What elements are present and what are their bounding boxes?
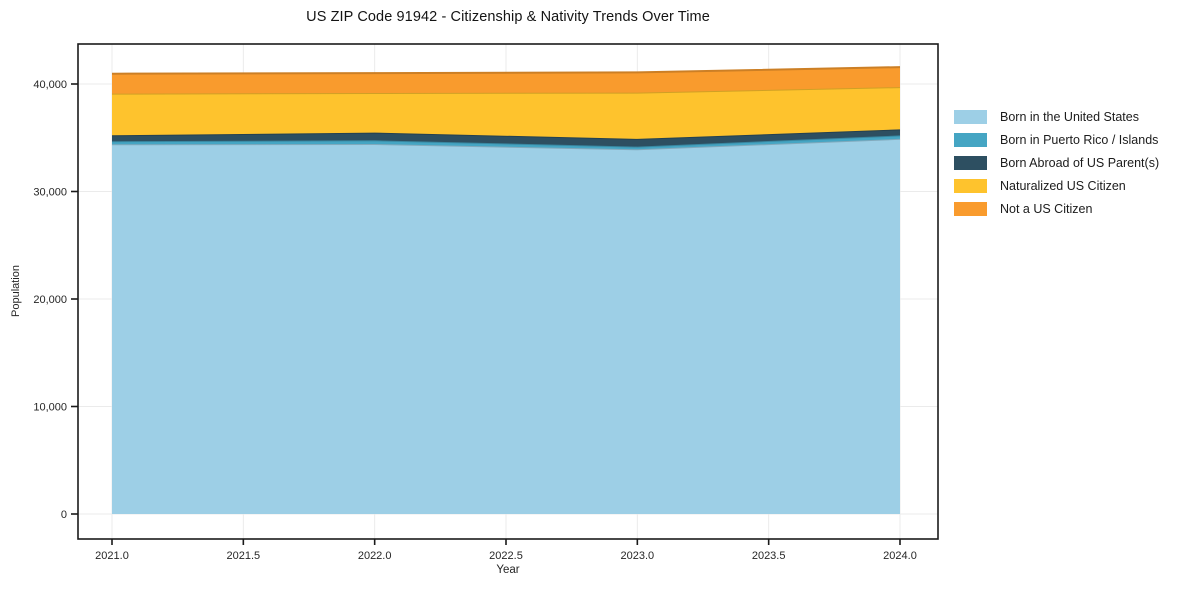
x-tick-label: 2023.5 bbox=[752, 550, 786, 562]
stacked-areas bbox=[111, 66, 901, 515]
legend-swatch-icon bbox=[954, 132, 987, 147]
x-tick-label: 2022.5 bbox=[489, 550, 523, 562]
x-tick-label: 2022.0 bbox=[358, 550, 392, 562]
area-born-in-puerto-rico-islands bbox=[112, 135, 900, 150]
chart-title: US ZIP Code 91942 - Citizenship & Nativi… bbox=[306, 9, 710, 25]
y-axis-label: Population bbox=[10, 265, 22, 317]
legend-swatch-icon bbox=[954, 201, 987, 216]
legend-label: Born in the United States bbox=[1000, 109, 1139, 124]
area-naturalized-us-citizen bbox=[112, 87, 900, 139]
plot-border bbox=[77, 43, 939, 540]
axis-ticks: 2021.0 2021.5 2022.0 2022.5 2023.0 2023.5 2024… bbox=[33, 79, 916, 562]
x-tick-label: 2023.0 bbox=[621, 550, 655, 562]
y-tick-label: 0 bbox=[61, 509, 67, 521]
legend-item: Born in the United States bbox=[954, 105, 1159, 128]
legend-item: Born in Puerto Rico / Islands bbox=[954, 128, 1159, 151]
legend-label: Not a US Citizen bbox=[1000, 201, 1093, 216]
legend: Born in the United States Born in Puerto … bbox=[954, 105, 1159, 220]
area-edge-line bbox=[111, 66, 901, 75]
area-born-in-the-united-states bbox=[112, 138, 900, 515]
legend-swatch-icon bbox=[954, 178, 987, 193]
x-tick-label: 2021.0 bbox=[95, 550, 129, 562]
legend-swatch-icon bbox=[954, 109, 987, 124]
legend-label: Born in Puerto Rico / Islands bbox=[1000, 132, 1159, 147]
legend-item: Naturalized US Citizen bbox=[954, 174, 1159, 197]
y-tick-label: 40,000 bbox=[33, 79, 67, 91]
x-tick-label: 2021.5 bbox=[227, 550, 261, 562]
area-edge-line bbox=[111, 86, 901, 95]
y-tick-label: 30,000 bbox=[33, 187, 67, 199]
y-tick-label: 20,000 bbox=[33, 294, 67, 306]
legend-item: Born Abroad of US Parent(s) bbox=[954, 151, 1159, 174]
x-axis-label: Year bbox=[496, 564, 520, 576]
legend-swatch-icon bbox=[954, 155, 987, 170]
y-tick-label: 10,000 bbox=[33, 402, 67, 414]
legend-label: Born Abroad of US Parent(s) bbox=[1000, 155, 1160, 170]
x-tick-label: 2024.0 bbox=[883, 550, 917, 562]
legend-item: Not a US Citizen bbox=[954, 197, 1159, 220]
legend-label: Naturalized US Citizen bbox=[1000, 178, 1126, 193]
